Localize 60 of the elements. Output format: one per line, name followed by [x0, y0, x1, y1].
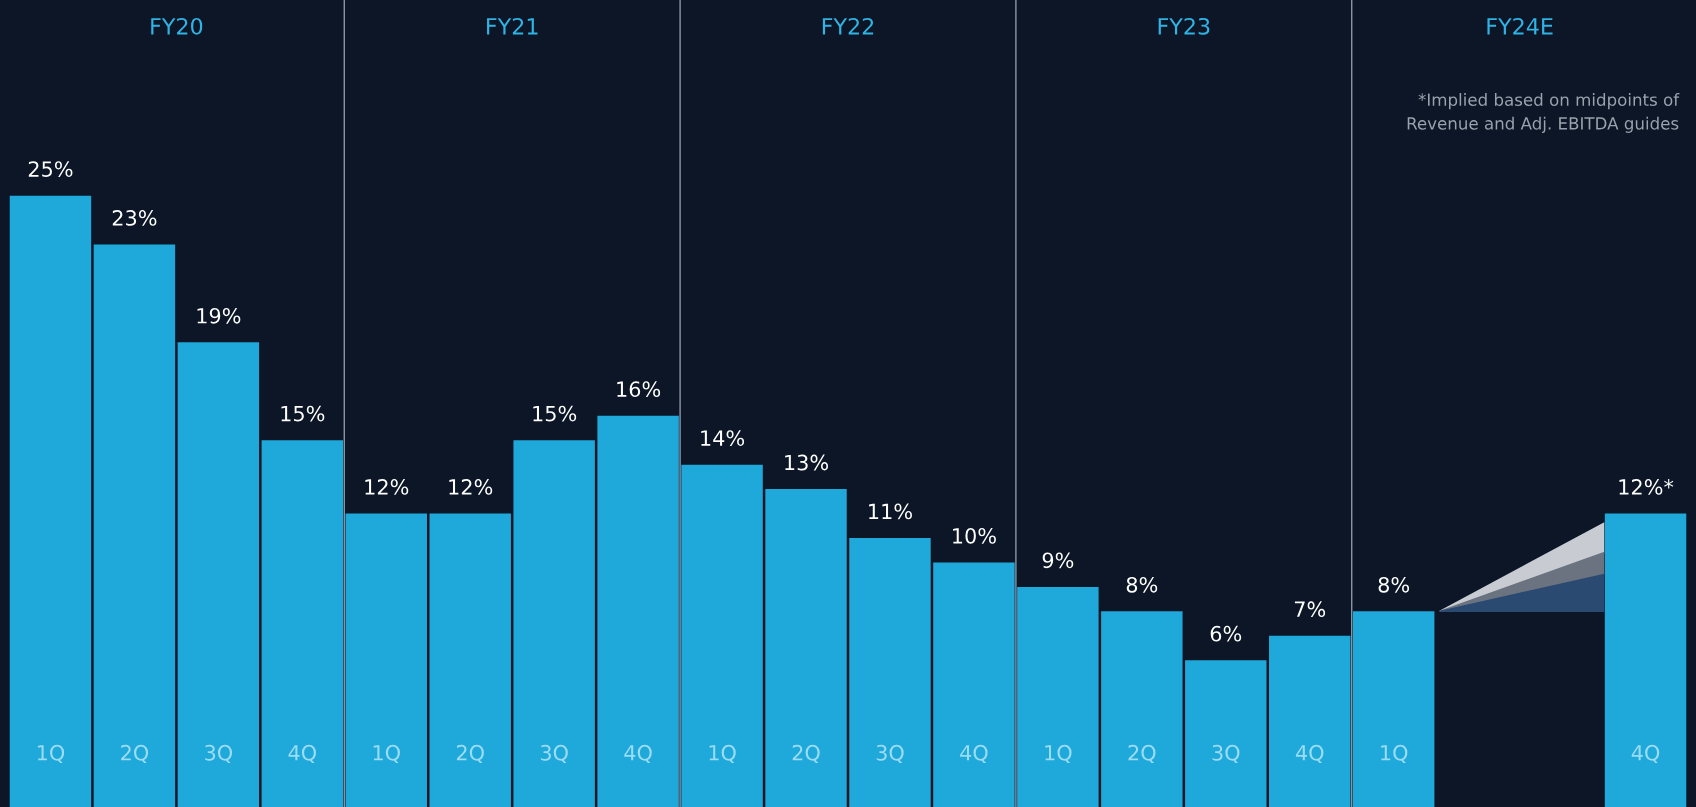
x-tick-label: 1Q: [1381, 744, 1408, 764]
x-tick-label: 3Q: [1212, 744, 1240, 764]
annotation: FY20: [151, 17, 203, 35]
data-label: 14%: [701, 430, 745, 446]
bar: [93, 244, 176, 807]
annotation: FY23: [1158, 17, 1210, 35]
bar: [1269, 635, 1351, 807]
data-label: 9%: [1042, 552, 1074, 569]
data-label: 12%: [365, 479, 409, 495]
data-label: 12%: [449, 479, 493, 495]
x-tick-label: 1Q: [37, 744, 65, 764]
x-tick-label: 2Q: [792, 744, 820, 764]
data-label: 16%: [617, 381, 661, 398]
data-label: 11%: [869, 503, 912, 520]
annotation: FY21: [487, 17, 538, 35]
x-tick-label: 3Q: [540, 744, 568, 764]
data-label: 13%: [785, 454, 829, 471]
x-tick-label: 4Q: [624, 744, 652, 764]
bar: [1604, 513, 1687, 807]
bar: [1352, 611, 1435, 807]
x-tick-label: 2Q: [456, 744, 484, 764]
annotation: *Implied based on midpoints of Revenue and Adj. EBITDA guides: [1407, 93, 1680, 133]
x-tick-label: 1Q: [373, 744, 400, 764]
bar: [597, 415, 679, 807]
bar: [261, 440, 344, 807]
x-tick-label: 4Q: [1631, 744, 1660, 764]
bar: [177, 342, 260, 807]
annotation: FY22: [822, 17, 874, 35]
x-tick-label: 1Q: [1045, 744, 1072, 764]
data-label: 15%: [281, 405, 325, 422]
data-label: 8%: [1126, 576, 1158, 593]
data-label: 7%: [1294, 601, 1326, 618]
x-tick-label: 4Q: [960, 744, 988, 764]
bar: [9, 195, 92, 807]
bar: [681, 464, 763, 807]
data-label: 10%: [953, 527, 996, 544]
bar: [429, 513, 511, 807]
data-label: 12%*: [1619, 479, 1674, 495]
x-tick-label: 4Q: [288, 744, 316, 764]
bar: [1017, 586, 1099, 807]
data-label: 8%: [1378, 576, 1410, 593]
data-label: 25%: [28, 161, 73, 177]
x-tick-label: 2Q: [1128, 744, 1156, 764]
data-label: 6%: [1210, 625, 1242, 642]
x-tick-label: 4Q: [1295, 744, 1324, 764]
bar: [765, 489, 847, 807]
x-tick-label: 2Q: [121, 744, 149, 764]
bar: [933, 562, 1015, 807]
data-label: 19%: [197, 307, 241, 324]
bar: [513, 440, 595, 807]
bar: [849, 538, 931, 807]
bar: [1101, 611, 1183, 807]
bar: [1185, 660, 1267, 807]
annotation: FY24E: [1487, 17, 1553, 35]
data-label: 15%: [533, 405, 577, 422]
bar: [345, 513, 427, 807]
x-tick-label: 1Q: [709, 744, 736, 764]
x-tick-label: 3Q: [876, 744, 904, 764]
x-tick-label: 3Q: [205, 744, 233, 764]
data-label: 23%: [112, 210, 157, 226]
